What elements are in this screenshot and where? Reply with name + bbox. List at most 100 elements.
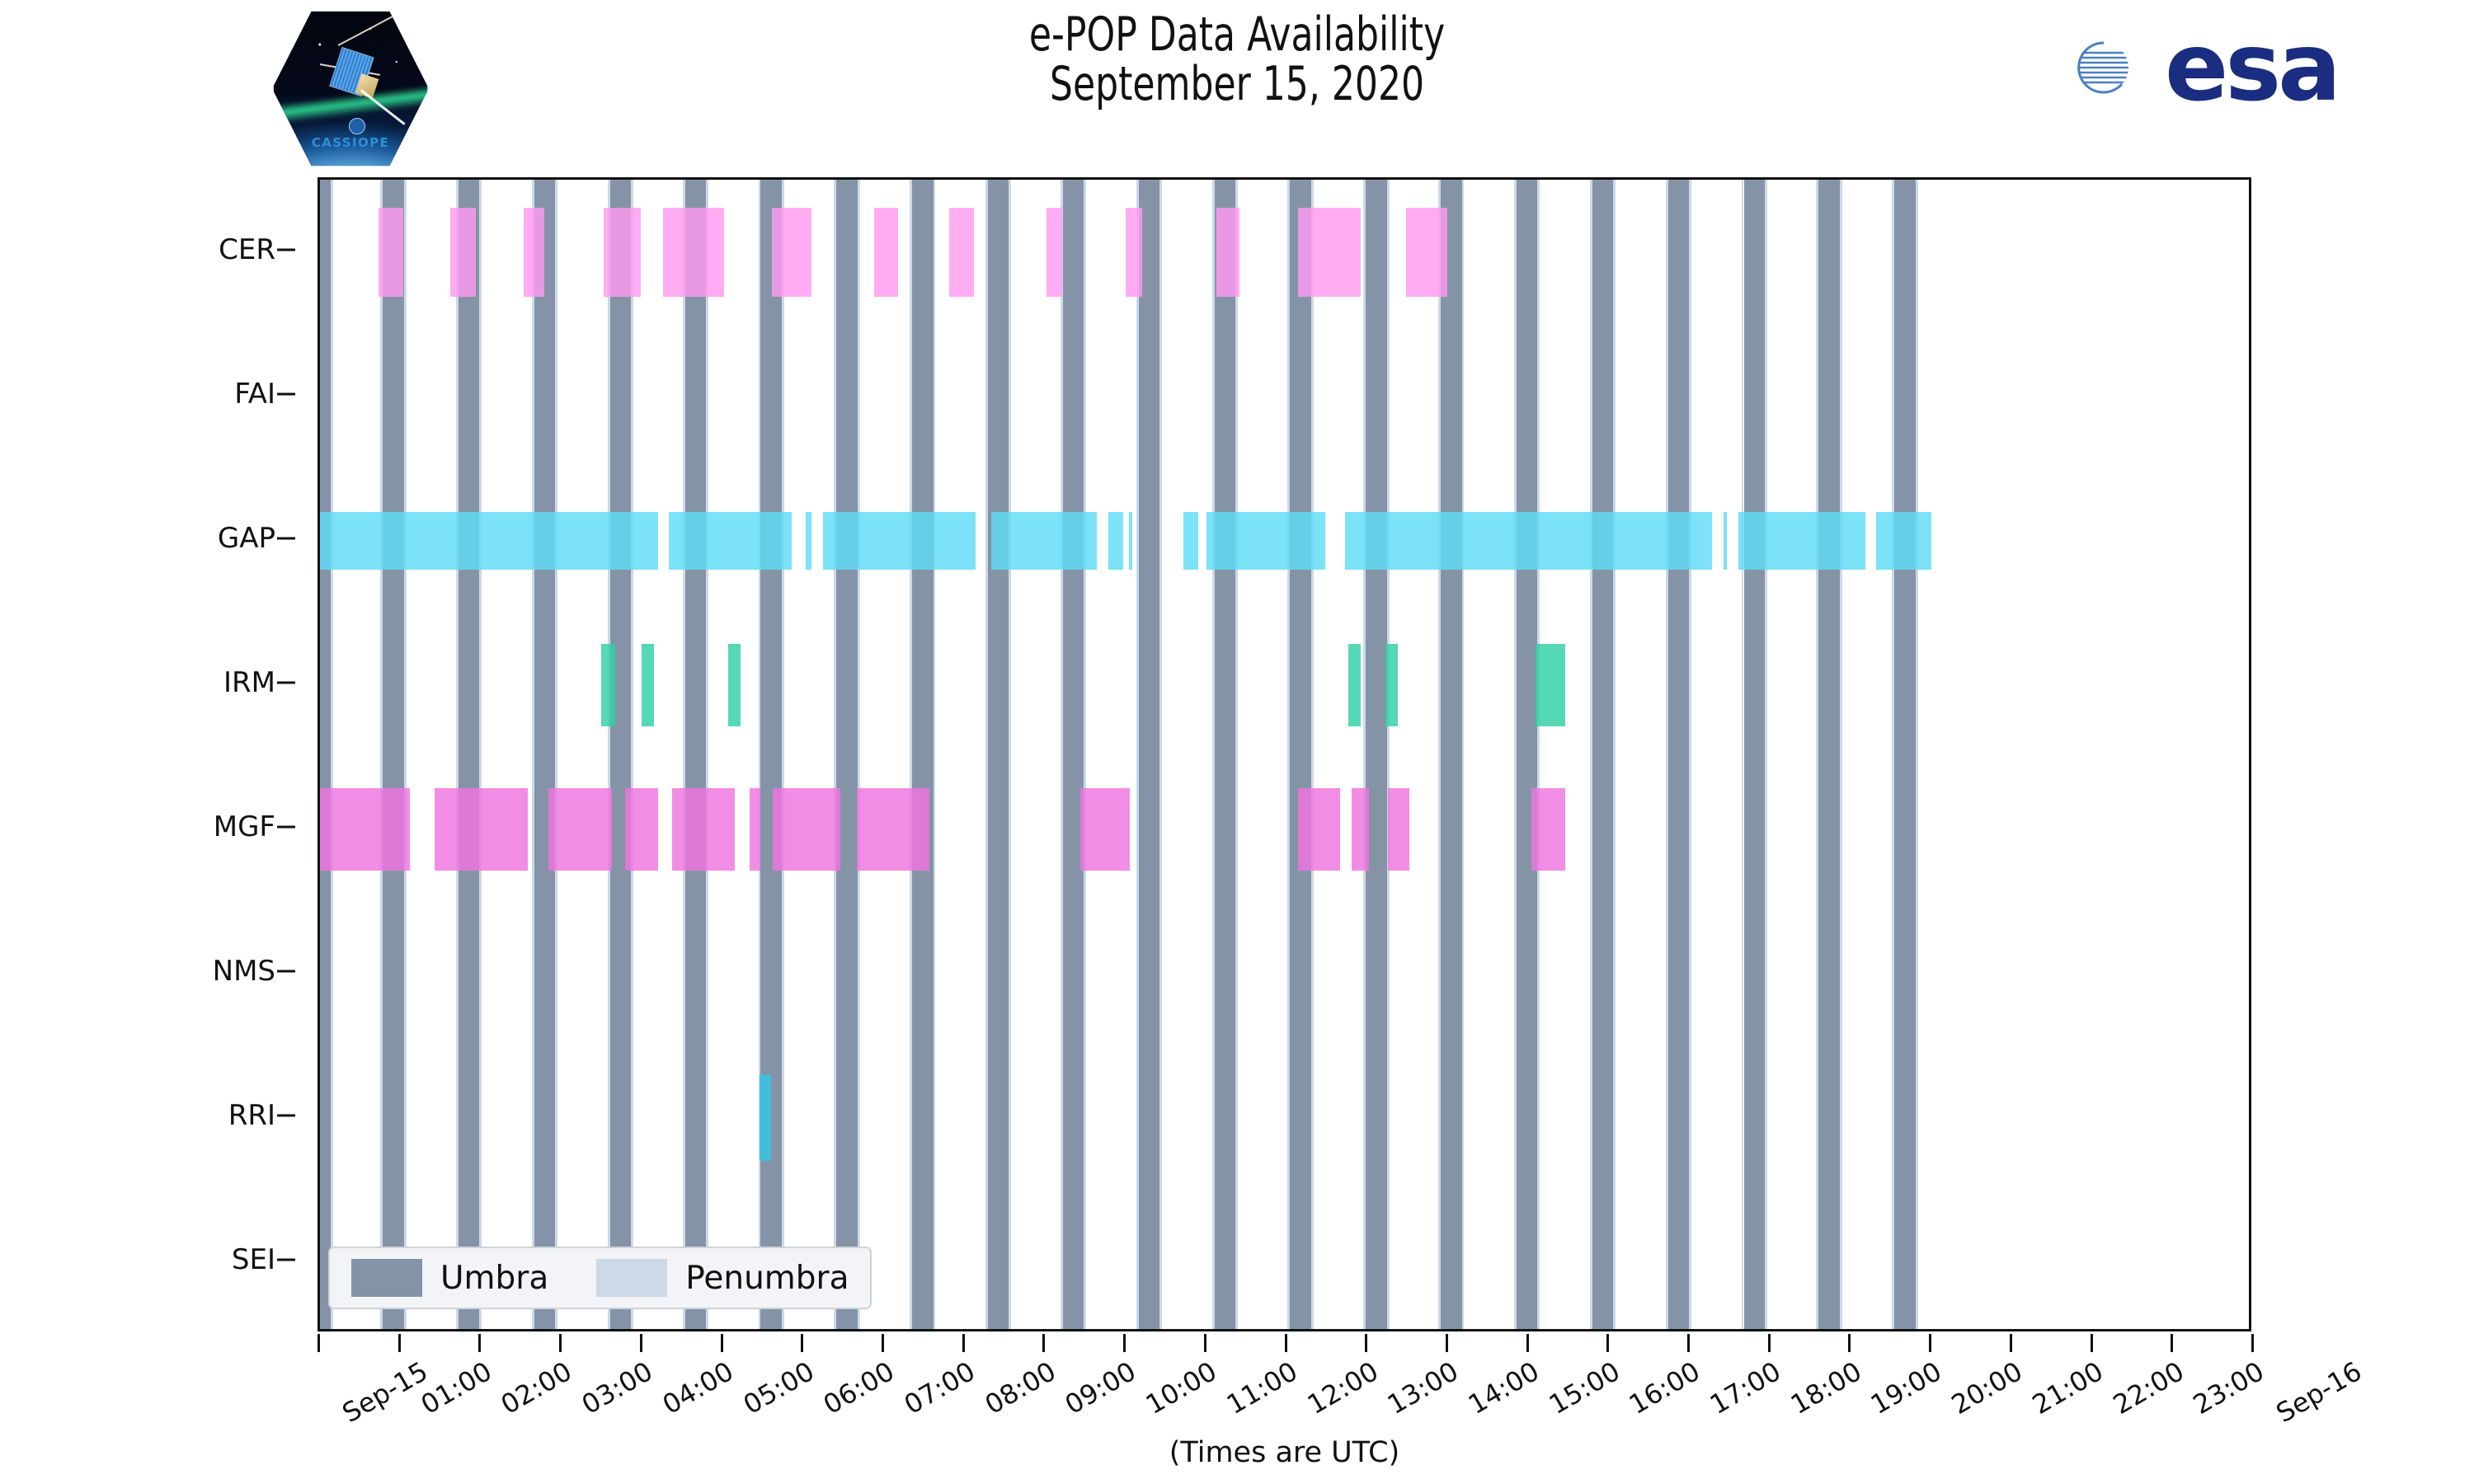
umbra-band [988, 180, 1009, 1329]
y-tick-label-sei: SEI [231, 1242, 275, 1276]
penumbra-band [1514, 180, 1517, 1329]
x-tick-label-13: 13:00 [1382, 1355, 1464, 1421]
y-tick-mark [277, 248, 295, 251]
x-tick-mark [962, 1334, 965, 1352]
data-bar-cer [874, 207, 898, 297]
data-bar-mgf [671, 787, 736, 871]
penumbra-band [403, 180, 407, 1329]
x-tick-label-18: 18:00 [1785, 1355, 1867, 1421]
data-bar-gap [822, 511, 976, 570]
x-tick-label-6: 06:00 [818, 1355, 901, 1421]
x-tick-label-12: 12:00 [1301, 1355, 1384, 1421]
x-tick-label-14: 14:00 [1462, 1355, 1545, 1421]
data-bar-cer [663, 207, 724, 297]
data-bar-irm [641, 643, 655, 726]
data-bar-mgf [856, 787, 929, 871]
x-tick-label-21: 21:00 [2026, 1355, 2109, 1421]
data-bar-irm [1348, 643, 1362, 726]
penumbra-band [1689, 180, 1691, 1329]
x-tick-label-19: 19:00 [1865, 1355, 1948, 1421]
data-bar-cer [1298, 207, 1362, 297]
umbra-band [320, 180, 331, 1329]
x-tick-mark [1526, 1334, 1529, 1352]
x-tick-label-2: 02:00 [496, 1355, 578, 1421]
penumbra-band [1764, 180, 1767, 1329]
x-tick-mark [2009, 1334, 2012, 1352]
x-tick-mark [559, 1334, 562, 1352]
penumbra-band [631, 180, 634, 1329]
y-tick-label-irm: IRM [223, 665, 275, 699]
x-tick-mark [1848, 1334, 1851, 1352]
umbra-band [1894, 180, 1916, 1329]
data-bar-mgf [1080, 787, 1130, 871]
penumbra-band [479, 180, 482, 1329]
penumbra-band [1438, 180, 1442, 1329]
penumbra-band [1363, 180, 1366, 1329]
x-tick-label-3: 03:00 [576, 1355, 658, 1421]
data-bar-mgf [1531, 787, 1565, 871]
y-tick-mark [277, 825, 295, 828]
x-tick-label-16: 16:00 [1624, 1355, 1706, 1421]
data-bar-mgf [1298, 787, 1340, 871]
penumbra-band [1613, 180, 1616, 1329]
data-bar-cer [1126, 207, 1142, 297]
x-tick-mark [1123, 1334, 1126, 1352]
x-tick-mark [1445, 1334, 1448, 1352]
umbra-band [1667, 180, 1690, 1329]
penumbra-band [682, 180, 685, 1329]
penumbra-band [330, 180, 333, 1329]
data-bar-gap [1875, 511, 1932, 570]
penumbra-band [1136, 180, 1139, 1329]
x-tick-label-17: 17:00 [1704, 1355, 1786, 1421]
legend: Umbra Penumbra [328, 1247, 872, 1309]
x-tick-mark [1284, 1334, 1287, 1352]
data-bar-gap [1724, 511, 1728, 570]
x-tick-mark [2251, 1334, 2254, 1352]
penumbra-band [706, 180, 708, 1329]
data-bar-mgf [773, 787, 841, 871]
penumbra-band [1461, 180, 1465, 1329]
umbra-band [912, 180, 934, 1329]
data-bar-gap [1128, 511, 1132, 570]
y-tick-mark [277, 392, 295, 395]
data-bar-mgf [434, 787, 529, 871]
plot-area [317, 177, 2251, 1331]
data-bar-mgf [320, 787, 411, 871]
y-tick-mark [277, 970, 295, 972]
cassiope-logo-icon: CASSIOPE [272, 8, 429, 169]
y-tick-mark [277, 1114, 295, 1116]
data-bar-mgf [1351, 787, 1370, 871]
penumbra-band [1589, 180, 1592, 1329]
esa-wordmark: esa [2165, 12, 2341, 122]
data-bar-cer [949, 207, 975, 297]
penumbra-band [1665, 180, 1668, 1329]
data-bar-cer [379, 207, 403, 297]
data-bar-cer [1406, 207, 1447, 297]
data-bar-irm [1536, 643, 1565, 726]
x-tick-mark [1606, 1334, 1610, 1352]
umbra-band [836, 180, 858, 1329]
umbra-band [1214, 180, 1235, 1329]
cassiope-wordmark: CASSIOPE [311, 135, 390, 150]
y-tick-mark [277, 537, 295, 539]
penumbra-band [1741, 180, 1744, 1329]
data-bar-gap [1344, 511, 1713, 570]
x-tick-mark [639, 1334, 642, 1352]
x-tick-mark [1929, 1334, 1932, 1352]
satellite-boom-icon [337, 11, 401, 46]
penumbra-band [1310, 180, 1314, 1329]
chart-title-block: e-POP Data Availability September 15, 20… [742, 10, 1732, 110]
y-tick-label-mgf: MGF [213, 810, 275, 843]
data-bar-rri [759, 1074, 772, 1161]
umbra-swatch-icon [351, 1259, 422, 1297]
x-tick-label-5: 05:00 [737, 1355, 820, 1421]
x-tick-mark [720, 1334, 723, 1352]
x-tick-mark [1687, 1334, 1691, 1352]
data-bar-cer [1047, 207, 1062, 297]
x-tick-label-24: Sep-16 [2270, 1355, 2368, 1430]
x-tick-mark [1042, 1334, 1046, 1352]
x-tick-mark [2090, 1334, 2093, 1352]
data-bar-cer [524, 207, 544, 297]
y-tick-label-rri: RRI [228, 1098, 275, 1132]
data-bar-irm [601, 643, 615, 726]
